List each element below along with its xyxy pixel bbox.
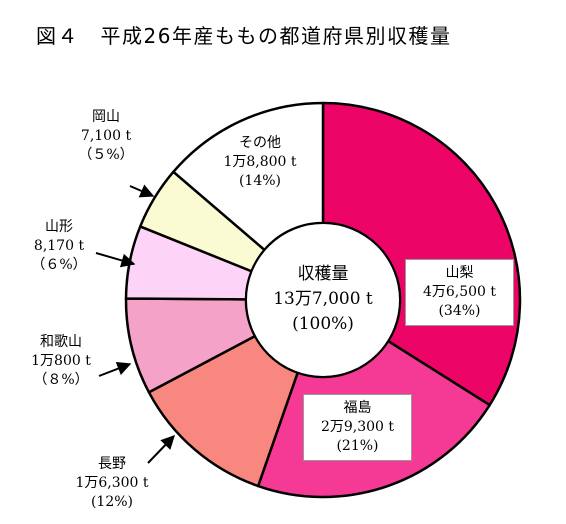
label-wakayama-amount: 1万800 t [31, 353, 91, 369]
center-name: 収穫量 [297, 264, 349, 284]
label-sonota: その他 1万8,800 t (14%) [204, 134, 316, 191]
label-yamagata-amount: 8,170 t [33, 238, 85, 254]
label-nagano: 長野 1万6,300 t (12%) [56, 455, 168, 512]
arrow-yamagata [95, 252, 136, 268]
label-fukushima: 福島 2万9,300 t (21%) [303, 394, 412, 461]
label-sonota-percent: (14%) [238, 173, 282, 189]
label-nagano-percent: (12%) [90, 494, 134, 510]
center-percent: (100%) [292, 314, 354, 334]
center-amount: 13万7,000 t [273, 289, 373, 309]
arrow-nagano [147, 434, 175, 464]
label-yamagata-name: 山形 [45, 219, 73, 235]
arrow-wakayama [98, 362, 132, 377]
donut-hole [245, 222, 401, 378]
label-yamanashi: 山梨 4万6,500 t (34%) [405, 259, 514, 326]
label-wakayama-percent: （８%） [33, 372, 89, 388]
label-sonota-name: その他 [239, 135, 281, 151]
label-okayama-name: 岡山 [92, 109, 120, 125]
label-wakayama-name: 和歌山 [40, 334, 82, 350]
label-nagano-amount: 1万6,300 t [75, 475, 149, 491]
center-label: 収穫量 13万7,000 t (100%) [262, 262, 384, 337]
label-yamagata: 山形 8,170 t （６%） [20, 218, 98, 275]
label-yamanashi-percent: (34%) [438, 303, 481, 319]
label-nagano-name: 長野 [98, 456, 126, 472]
label-okayama-amount: 7,100 t [80, 128, 132, 144]
label-yamanashi-amount: 4万6,500 t [422, 284, 497, 300]
label-okayama: 岡山 7,100 t （５%） [64, 108, 148, 165]
label-sonota-amount: 1万8,800 t [223, 154, 297, 170]
label-fukushima-amount: 2万9,300 t [320, 419, 395, 435]
chart-title: 図４ 平成26年産ももの都道府県別収穫量 [36, 24, 452, 48]
label-wakayama: 和歌山 1万800 t （８%） [16, 333, 106, 390]
label-fukushima-name: 福島 [343, 400, 372, 416]
label-yamagata-percent: （６%） [31, 257, 87, 273]
label-yamanashi-name: 山梨 [445, 265, 474, 281]
label-okayama-percent: （５%） [78, 147, 134, 163]
label-fukushima-percent: (21%) [336, 438, 379, 454]
arrow-okayama [129, 184, 155, 198]
